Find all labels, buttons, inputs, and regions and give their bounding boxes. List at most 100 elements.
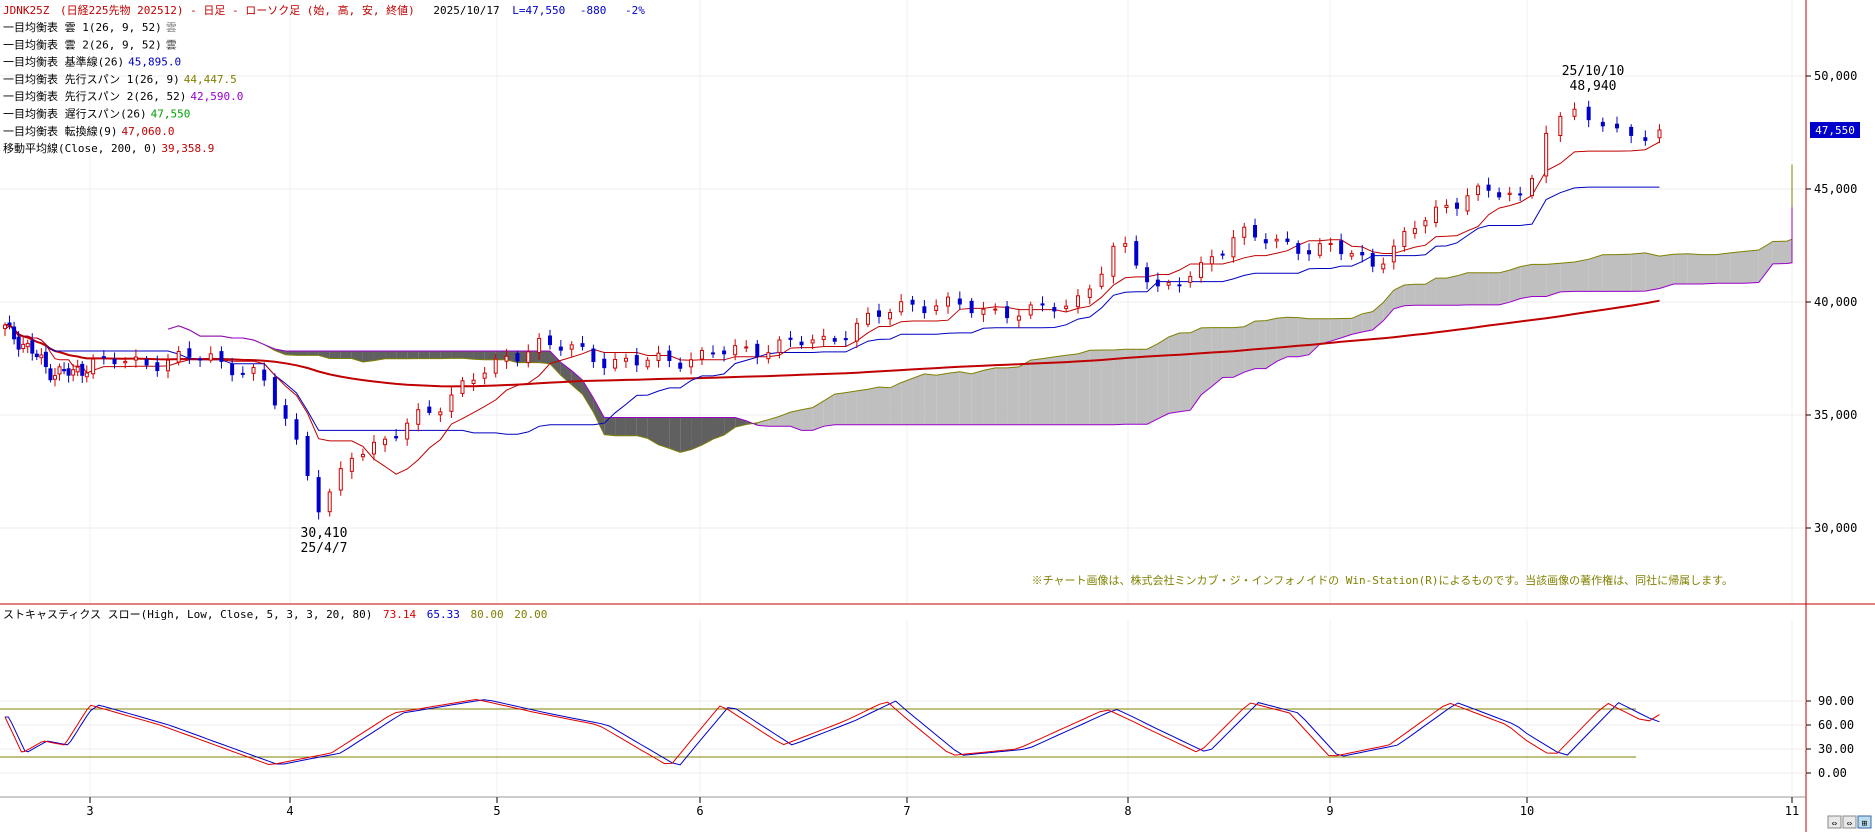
cloud-segment [757, 419, 769, 427]
candle-body [101, 356, 106, 359]
candle-body [922, 306, 927, 314]
candle-body [349, 457, 354, 472]
candle-body [580, 343, 585, 347]
candle-body [1600, 121, 1605, 127]
cloud-segment [812, 400, 824, 431]
candle-body [821, 335, 826, 341]
cloud-segment [1066, 353, 1078, 425]
candle-body [1518, 193, 1523, 196]
candle-body [667, 350, 672, 362]
indicator-lines [4, 141, 1793, 475]
candle-body [1370, 253, 1375, 267]
candle-body [1134, 241, 1139, 266]
candle-body [383, 438, 388, 446]
cloud-segment [691, 417, 702, 450]
low-date-label: 25/4/7 [301, 541, 348, 556]
cloud-segment [473, 350, 485, 360]
candle-body [722, 350, 727, 355]
legend-label: 一目均衡表 先行スパン 1(26, 9) [3, 72, 180, 86]
candle-body [602, 358, 607, 369]
cloud-segment [484, 350, 496, 360]
candle-body [1155, 279, 1160, 287]
candle-body [1423, 220, 1428, 227]
legend-label: 一目均衡表 雲 2(26, 9, 52) [3, 37, 162, 51]
cloud-segment [329, 350, 341, 359]
cloud-segment [983, 367, 996, 425]
candle-body [1629, 126, 1634, 136]
candle-body [1199, 262, 1204, 279]
cloud-segment [1772, 241, 1787, 264]
candle-body [1177, 284, 1182, 287]
candle-body [3, 324, 7, 329]
x-tick-label: 5 [493, 804, 500, 818]
header-last: L=47,550 [512, 4, 565, 17]
candle-body [699, 349, 704, 360]
cloud-segment [1588, 254, 1603, 292]
candle-body [1307, 250, 1312, 255]
candle-body [471, 379, 476, 384]
candle-body [993, 308, 998, 311]
cloud-segment [1007, 366, 1019, 425]
cloud-segment [1687, 253, 1702, 284]
cloud-segment [1077, 350, 1090, 425]
cloud-segment [362, 350, 374, 363]
candle-body [1052, 307, 1057, 312]
candle-body [969, 300, 974, 314]
candle-body [777, 339, 782, 353]
candle-body [52, 375, 57, 380]
candle-body [766, 352, 771, 360]
candle-body [262, 369, 267, 381]
candle-body [80, 363, 85, 376]
candle-body [678, 362, 683, 369]
cloud-segment [506, 350, 518, 363]
cloud-segment [1244, 321, 1256, 373]
senkou-span2-line [167, 207, 1793, 431]
candle-body [43, 351, 48, 368]
candle-body [558, 346, 563, 351]
cloud-segment [429, 350, 441, 359]
cloud-segment [1631, 252, 1646, 292]
candle-body [493, 358, 498, 374]
legend-label: 移動平均線(Close, 200, 0) [3, 141, 157, 155]
legend-value: 42,590.0 [190, 90, 243, 103]
cloud-segment [1255, 320, 1266, 369]
candle-body [394, 436, 399, 439]
candle-body [112, 358, 117, 365]
candle-body [1544, 132, 1549, 177]
candle-body [1328, 242, 1333, 245]
legend-label: 一目均衡表 基準線(26) [3, 55, 124, 69]
cloud-segment [1574, 259, 1589, 292]
candle-body [1530, 178, 1534, 197]
candle-body [1339, 240, 1344, 255]
cloud-segment [1520, 264, 1532, 299]
candle-body [645, 359, 650, 368]
candle-body [219, 351, 224, 362]
kijun-line [4, 186, 1660, 435]
candle-body [208, 353, 213, 361]
candle-body [66, 368, 71, 376]
candle-body [1253, 225, 1258, 238]
candle-body [251, 367, 256, 374]
candle-body [1349, 252, 1354, 257]
tenkan-line [4, 141, 1660, 475]
candle-body [7, 322, 12, 325]
candle-body [1444, 204, 1449, 209]
cloud-segment [936, 373, 949, 425]
cloud-segment [1276, 317, 1288, 362]
cloud-segment [318, 350, 330, 359]
candle-body [338, 468, 343, 491]
candle-body [526, 351, 531, 363]
candle-body [946, 296, 951, 307]
candle-body [16, 336, 21, 350]
cloud-segment [495, 350, 507, 360]
stoch-k-value: 73.14 [383, 608, 416, 621]
legend-item: 一目均衡表 転換線(9) 47,060.0 [3, 124, 174, 138]
price-tick-label: 45,000 [1814, 182, 1857, 196]
legend-item: 移動平均線(Close, 200, 0) 39,358.9 [3, 141, 214, 155]
candle-body [1572, 108, 1577, 117]
zoom-controls[interactable]: ⇔ ⇔ ⊞ [1827, 815, 1872, 829]
cloud-segment [1435, 278, 1447, 306]
cloud-segment [845, 390, 857, 425]
cloud-segment [593, 398, 605, 435]
price-tick-label: 50,000 [1814, 69, 1857, 83]
